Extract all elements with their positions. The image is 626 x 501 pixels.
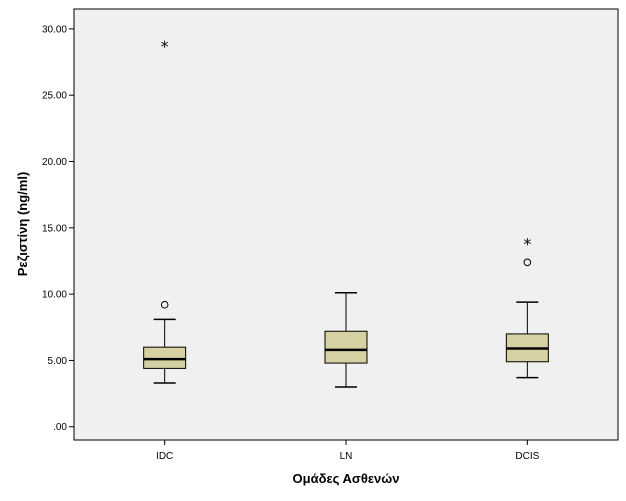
y-axis-title: Ρεζιστίνη (ng/ml) xyxy=(15,172,30,277)
iqr-box xyxy=(143,346,187,369)
y-tick-label: 30.00 xyxy=(42,24,67,35)
y-tick-label: 5.00 xyxy=(48,356,68,367)
boxes: ** xyxy=(143,37,549,388)
y-tick-label: 10.00 xyxy=(42,290,67,301)
box-dcis: * xyxy=(505,235,549,379)
outlier-point xyxy=(523,258,532,267)
y-tick-label: 15.00 xyxy=(42,223,67,234)
outlier-point xyxy=(160,300,169,309)
extreme-point: * xyxy=(523,235,531,254)
y-tick-label: 20.00 xyxy=(42,157,67,168)
x-axis: IDC LN DCIS xyxy=(156,440,540,462)
extreme-point: * xyxy=(161,37,169,56)
y-axis: .00 5.00 10.00 15.00 20.00 25.00 30.00 xyxy=(42,24,74,433)
iqr-box xyxy=(324,330,368,364)
y-tick-label: 25.00 xyxy=(42,91,67,102)
x-tick-label: IDC xyxy=(156,451,173,462)
x-tick-label: DCIS xyxy=(515,451,539,462)
x-tick-label: LN xyxy=(340,451,353,462)
x-axis-title: Ομάδες Ασθενών xyxy=(293,471,400,486)
box-ln xyxy=(324,292,368,388)
y-tick-label: .00 xyxy=(53,422,67,433)
box-idc: * xyxy=(143,37,187,384)
